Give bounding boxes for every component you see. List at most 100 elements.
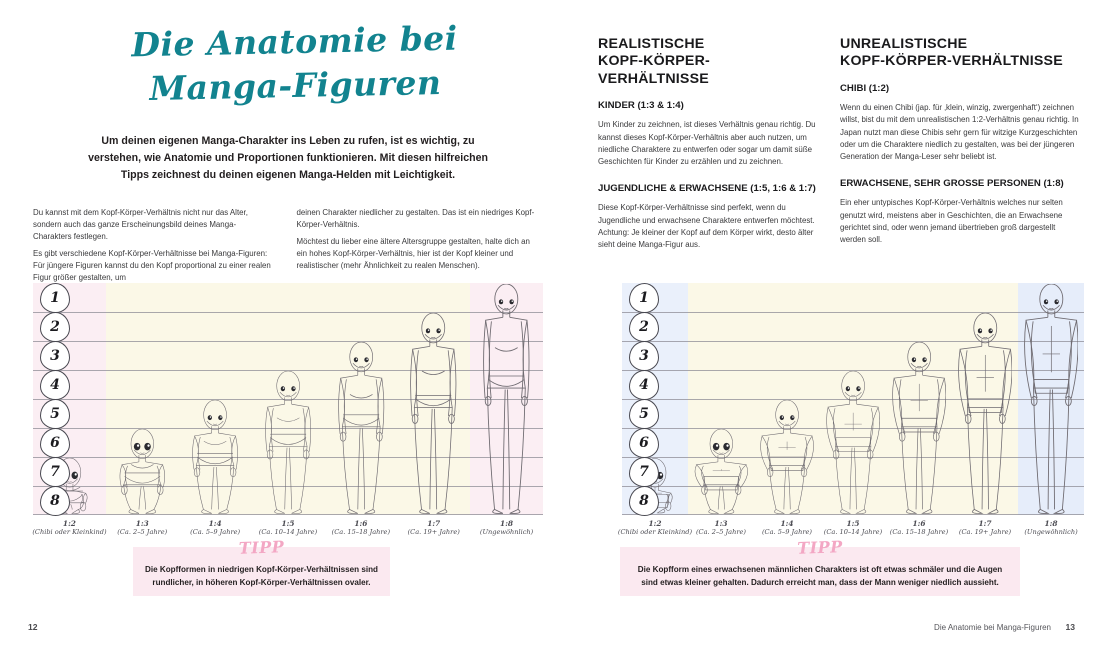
- body-column-1: Du kannst mit dem Kopf-Körper-Verhältnis…: [33, 207, 275, 284]
- body-jugendliche: Diese Kopf-Körper-Verhältnisse sind perf…: [598, 203, 815, 250]
- axis-age: (Chibi oder Kleinkind): [32, 528, 107, 537]
- chart-figure-1-8: [470, 284, 543, 515]
- chart-row-number: 2: [629, 311, 659, 342]
- chart-figure-1-4: [754, 400, 820, 515]
- heading-unrealistische-line2: KOPF-KÖRPER-VERHÄLTNISSE: [840, 53, 1063, 70]
- axis-age: (Chibi oder Kleinkind): [617, 528, 693, 537]
- chart-row-number: 2: [40, 311, 70, 342]
- chart-gridline: [33, 341, 543, 342]
- axis-label: 1:6 (Ca. 15–18 Jahre): [303, 519, 420, 536]
- heading-realistische: REALISTISCHE KOPF-KÖRPER-VERHÄLTNISSE: [598, 36, 820, 88]
- axis-ratio: 1:5: [846, 519, 860, 528]
- axis-label: 1:7 (Ca. 19+ Jahre): [375, 519, 492, 536]
- axis-ratio: 1:3: [714, 519, 728, 528]
- body-col1-p2: Es gibt verschiedene Kopf-Körper-Verhält…: [33, 249, 271, 283]
- tipp-text-right: Die Kopfform eines erwachsenen männliche…: [637, 565, 1003, 587]
- chart-row-number: 8: [40, 485, 70, 516]
- chart-row-number: 6: [40, 427, 70, 458]
- chart-row-number: 3: [40, 340, 70, 371]
- chart-row-number: 4: [629, 369, 659, 400]
- chart-row-number: 7: [40, 456, 70, 487]
- chart-figure-1-7: [952, 313, 1018, 515]
- section-realistische: REALISTISCHE KOPF-KÖRPER-VERHÄLTNISSE KI…: [598, 36, 820, 252]
- axis-age: (Ungewöhnlich): [1024, 528, 1078, 537]
- axis-age: (Ungewöhnlich): [479, 528, 534, 537]
- chart-gridline: [622, 370, 1084, 371]
- axis-age: (Ca. 2–5 Jahre): [117, 528, 168, 537]
- body-col2-p2: Möchtest du lieber eine ältere Altersgru…: [296, 237, 530, 271]
- body-col2-p1: deinen Charakter niedlicher zu gestalten…: [296, 208, 535, 230]
- body-chibi: Wenn du einen Chibi (jap. für ‚klein, wi…: [840, 103, 1079, 162]
- heading-realistische-line1: REALISTISCHE: [598, 36, 705, 52]
- chart-figure-1-6: [324, 342, 397, 515]
- axis-age: (Ca. 15–18 Jahre): [889, 528, 949, 537]
- axis-label: 1:5 (Ca. 10–14 Jahre): [800, 519, 906, 536]
- axis-age: (Ca. 5–9 Jahre): [190, 528, 241, 537]
- body-columns: Du kannst mit dem Kopf-Körper-Verhältnis…: [33, 207, 538, 284]
- chart-gridline: [33, 370, 543, 371]
- chart-figure-1-4: [179, 400, 252, 515]
- chart-figure-1-5: [820, 371, 886, 515]
- page-number-left: 12: [28, 622, 38, 632]
- chart-row-number: 8: [629, 485, 659, 516]
- axis-ratio: 1:2: [62, 519, 76, 528]
- axis-label: 1:4 (Ca. 5–9 Jahre): [734, 519, 840, 536]
- title-script: Die Anatomie bei Manga-Figuren: [59, 15, 531, 112]
- body-col1-p1: Du kannst mit dem Kopf-Körper-Verhältnis…: [33, 208, 248, 242]
- chart-baseline: [622, 514, 1084, 515]
- subheading-chibi: CHIBI (1:2): [840, 82, 890, 94]
- axis-label: 1:8 (Ungewöhnlich): [448, 519, 565, 536]
- axis-label: 1:2 (Chibi oder Kleinkind): [11, 519, 128, 536]
- chart-row-number: 6: [629, 427, 659, 458]
- subheading-erwachsene-gross: ERWACHSENE, SEHR GROSSE PERSONEN (1:8): [840, 177, 1064, 189]
- axis-ratio: 1:3: [135, 519, 149, 528]
- axis-ratio: 1:6: [912, 519, 926, 528]
- chart-gridline: [33, 486, 543, 487]
- axis-label: 1:8 (Ungewöhnlich): [998, 519, 1103, 536]
- intro-paragraph: Um deinen eigenen Manga-Charakter ins Le…: [88, 135, 488, 182]
- axis-age: (Ca. 5–9 Jahre): [761, 528, 812, 537]
- chart-gridline: [622, 399, 1084, 400]
- chart-row-number: 5: [629, 398, 659, 429]
- section-unrealistische: UNREALISTISCHE KOPF-KÖRPER-VERHÄLTNISSE …: [840, 36, 1080, 247]
- tipp-text-left: Die Kopfformen in niedrigen Kopf-Körper-…: [145, 565, 378, 587]
- body-erwachsene-gross: Ein eher untypisches Kopf-Körper-Verhält…: [840, 198, 1063, 245]
- chart-gridlines-left: [33, 283, 543, 515]
- axis-ratio: 1:6: [354, 519, 368, 528]
- axis-label: 1:7 (Ca. 19+ Jahre): [932, 519, 1038, 536]
- tipp-box-left: TIPP Die Kopfformen in niedrigen Kopf-Kö…: [133, 537, 390, 596]
- axis-ratio: 1:7: [427, 519, 441, 528]
- chart-gridline: [622, 457, 1084, 458]
- axis-age: (Ca. 10–14 Jahre): [823, 528, 883, 537]
- axis-label: 1:3 (Ca. 2–5 Jahre): [84, 519, 201, 536]
- body-kinder: Um Kinder zu zeichnen, ist dieses Verhäl…: [598, 120, 816, 167]
- axis-label: 1:2 (Chibi oder Kleinkind): [602, 519, 708, 536]
- chart-gridline: [622, 486, 1084, 487]
- axis-label: 1:4 (Ca. 5–9 Jahre): [157, 519, 274, 536]
- chart-gridline: [622, 341, 1084, 342]
- chart-gridline: [33, 399, 543, 400]
- chart-figure-1-7: [397, 313, 470, 515]
- chart-figures-right: [622, 283, 1084, 515]
- axis-ratio: 1:8: [500, 519, 514, 528]
- left-page: Die Anatomie bei Manga-Figuren Um deinen…: [11, 19, 565, 632]
- page-title: Die Anatomie bei Manga-Figuren: [60, 19, 530, 108]
- chart-row-number: 3: [629, 340, 659, 371]
- chart-row-number: 1: [40, 282, 70, 313]
- tipp-box-right: TIPP Die Kopfform eines erwachsenen männ…: [620, 537, 1020, 596]
- axis-age: (Ca. 2–5 Jahre): [695, 528, 746, 537]
- subheading-jugendliche: JUGENDLICHE & ERWACHSENE (1:5, 1:6 & 1:7…: [598, 182, 816, 194]
- chart-row-number: 7: [629, 456, 659, 487]
- chart-figures-left: [33, 283, 543, 515]
- page-number-right: 13: [1065, 622, 1075, 632]
- axis-ratio: 1:4: [208, 519, 222, 528]
- chart-gridline: [33, 457, 543, 458]
- axis-ratio: 1:8: [1044, 519, 1058, 528]
- chart-figure-1-2: [33, 458, 106, 515]
- chart-figure-1-6: [886, 342, 952, 515]
- axis-age: (Ca. 10–14 Jahre): [258, 528, 318, 537]
- axis-label: 1:3 (Ca. 2–5 Jahre): [668, 519, 774, 536]
